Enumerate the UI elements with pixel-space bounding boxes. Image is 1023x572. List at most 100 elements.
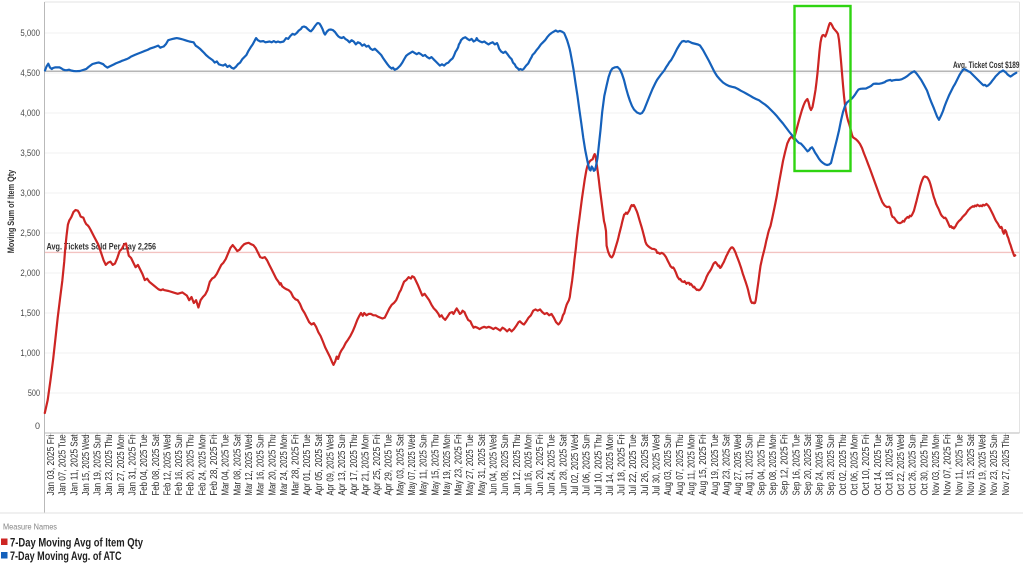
svg-text:Aug 19, 2025 Tue: Aug 19, 2025 Tue <box>710 434 721 495</box>
svg-text:Mar 04, 2025 Tue: Mar 04, 2025 Tue <box>221 434 232 495</box>
svg-text:Apr 01, 2025 Tue: Apr 01, 2025 Tue <box>302 434 313 495</box>
svg-text:Jun 24, 2025 Tue: Jun 24, 2025 Tue <box>547 434 558 495</box>
svg-text:Oct 18, 2025 Sat: Oct 18, 2025 Sat <box>884 434 895 495</box>
svg-text:Measure Names: Measure Names <box>3 522 57 532</box>
svg-text:3,000: 3,000 <box>20 188 40 198</box>
svg-text:2,500: 2,500 <box>20 228 40 238</box>
svg-text:Aug 15, 2025 Fri: Aug 15, 2025 Fri <box>698 435 709 496</box>
svg-text:4,500: 4,500 <box>20 68 40 78</box>
svg-text:Jan 19, 2025 Sun: Jan 19, 2025 Sun <box>93 435 104 496</box>
svg-text:Jul 26, 2025 Sat: Jul 26, 2025 Sat <box>640 434 651 495</box>
svg-text:Jun 04, 2025 Wed: Jun 04, 2025 Wed <box>489 435 500 496</box>
svg-text:Jan 07, 2025 Tue: Jan 07, 2025 Tue <box>58 434 69 495</box>
svg-text:May 07, 2025 Wed: May 07, 2025 Wed <box>407 435 418 496</box>
svg-text:Mar 28, 2025 Fri: Mar 28, 2025 Fri <box>291 435 302 496</box>
svg-text:Mar 08, 2025 Sat: Mar 08, 2025 Sat <box>232 434 243 495</box>
svg-text:Moving Sum of Item Qty: Moving Sum of Item Qty <box>6 170 16 254</box>
svg-text:Aug 11, 2025 Mon: Aug 11, 2025 Mon <box>687 435 698 496</box>
svg-text:Nov 03, 2025 Mon: Nov 03, 2025 Mon <box>931 435 942 496</box>
svg-text:Aug 07, 2025 Thu: Aug 07, 2025 Thu <box>675 435 686 496</box>
svg-text:Nov 07, 2025 Fri: Nov 07, 2025 Fri <box>943 435 954 496</box>
svg-text:500: 500 <box>28 388 40 398</box>
svg-text:Nov 15, 2025 Sat: Nov 15, 2025 Sat <box>966 434 977 495</box>
svg-text:Oct 06, 2025 Mon: Oct 06, 2025 Mon <box>850 435 861 496</box>
svg-text:Mar 24, 2025 Mon: Mar 24, 2025 Mon <box>279 435 290 496</box>
svg-text:Jul 10, 2025 Thu: Jul 10, 2025 Thu <box>593 435 604 496</box>
svg-text:Sep 16, 2025 Tue: Sep 16, 2025 Tue <box>791 434 802 495</box>
svg-text:Jan 31, 2025 Fri: Jan 31, 2025 Fri <box>128 435 139 496</box>
svg-text:Feb 04, 2025 Tue: Feb 04, 2025 Tue <box>139 434 150 495</box>
svg-text:Oct 02, 2025 Thu: Oct 02, 2025 Thu <box>838 435 849 496</box>
svg-text:May 23, 2025 Fri: May 23, 2025 Fri <box>454 434 465 495</box>
svg-text:Jun 28, 2025 Sat: Jun 28, 2025 Sat <box>558 434 569 495</box>
svg-text:May 15, 2025 Thu: May 15, 2025 Thu <box>430 435 441 496</box>
svg-text:Sep 20, 2025 Sat: Sep 20, 2025 Sat <box>803 434 814 495</box>
svg-text:Feb 12, 2025 Wed: Feb 12, 2025 Wed <box>162 435 173 496</box>
svg-text:Jan 11, 2025 Sat: Jan 11, 2025 Sat <box>69 434 80 495</box>
svg-text:Jan 15, 2025 Wed: Jan 15, 2025 Wed <box>81 435 92 496</box>
svg-text:Oct 22, 2025 Wed: Oct 22, 2025 Wed <box>896 435 907 496</box>
svg-text:Aug 03, 2025 Sun: Aug 03, 2025 Sun <box>663 435 674 496</box>
svg-text:Aug 31, 2025 Sun: Aug 31, 2025 Sun <box>745 435 756 496</box>
svg-text:Jun 16, 2025 Mon: Jun 16, 2025 Mon <box>523 435 534 496</box>
svg-text:Feb 20, 2025 Thu: Feb 20, 2025 Thu <box>186 435 197 496</box>
svg-text:3,500: 3,500 <box>20 148 40 158</box>
svg-text:Nov 23, 2025 Sun: Nov 23, 2025 Sun <box>989 434 1000 495</box>
svg-text:4,000: 4,000 <box>20 108 40 118</box>
svg-text:Sep 28, 2025 Sun: Sep 28, 2025 Sun <box>826 435 837 496</box>
svg-text:Jul 14, 2025 Mon: Jul 14, 2025 Mon <box>605 435 616 496</box>
svg-text:Feb 24, 2025 Mon: Feb 24, 2025 Mon <box>197 435 208 496</box>
svg-text:Apr 21, 2025 Mon: Apr 21, 2025 Mon <box>360 435 371 496</box>
svg-text:Jul 30, 2025 Wed: Jul 30, 2025 Wed <box>652 435 663 496</box>
svg-text:Apr 25, 2025 Fri: Apr 25, 2025 Fri <box>372 435 383 496</box>
svg-text:Jun 20, 2025 Fri: Jun 20, 2025 Fri <box>535 435 546 496</box>
svg-text:Oct 14, 2025 Tue: Oct 14, 2025 Tue <box>873 434 884 495</box>
svg-text:1,500: 1,500 <box>20 308 40 318</box>
svg-text:5,000: 5,000 <box>20 28 40 38</box>
svg-text:Jul 22, 2025 Tue: Jul 22, 2025 Tue <box>628 434 639 495</box>
svg-text:Sep 08, 2025 Mon: Sep 08, 2025 Mon <box>768 435 779 496</box>
svg-text:Nov 11, 2025 Tue: Nov 11, 2025 Tue <box>954 434 965 495</box>
svg-text:7-Day Moving Avg of Item Qty: 7-Day Moving Avg of Item Qty <box>10 538 143 550</box>
svg-text:Sep 04, 2025 Thu: Sep 04, 2025 Thu <box>756 435 767 496</box>
svg-text:Nov 19, 2025 Wed: Nov 19, 2025 Wed <box>978 435 989 496</box>
svg-text:Mar 12, 2025 Wed: Mar 12, 2025 Wed <box>244 435 255 496</box>
svg-text:Sep 12, 2025 Fri: Sep 12, 2025 Fri <box>780 435 791 496</box>
svg-text:Nov 27, 2025 Thu: Nov 27, 2025 Thu <box>1001 435 1012 496</box>
svg-text:Avg. Tickets Sold Per Day 2,25: Avg. Tickets Sold Per Day 2,256 <box>47 242 157 252</box>
svg-text:Mar 20, 2025 Thu: Mar 20, 2025 Thu <box>267 435 278 496</box>
svg-text:May 27, 2025 Tue: May 27, 2025 Tue <box>465 434 476 495</box>
svg-text:Apr 09, 2025 Wed: Apr 09, 2025 Wed <box>326 435 337 496</box>
svg-text:Aug 27, 2025 Wed: Aug 27, 2025 Wed <box>733 435 744 496</box>
svg-text:Mar 16, 2025 Sun: Mar 16, 2025 Sun <box>256 435 267 496</box>
svg-text:Jul 06, 2025 Sun: Jul 06, 2025 Sun <box>582 435 593 496</box>
svg-text:May 31, 2025 Sat: May 31, 2025 Sat <box>477 434 488 495</box>
svg-text:0: 0 <box>35 421 40 431</box>
svg-text:Apr 29, 2025 Tue: Apr 29, 2025 Tue <box>384 434 395 495</box>
svg-text:Jul 18, 2025 Fri: Jul 18, 2025 Fri <box>617 435 628 496</box>
svg-text:Aug 23, 2025 Sat: Aug 23, 2025 Sat <box>721 434 732 495</box>
svg-text:Oct 26, 2025 Sun: Oct 26, 2025 Sun <box>908 435 919 496</box>
svg-text:Jul 02, 2025 Wed: Jul 02, 2025 Wed <box>570 435 581 496</box>
svg-text:Sep 24, 2025 Wed: Sep 24, 2025 Wed <box>815 435 826 496</box>
svg-text:Jan 03, 2025 Fri: Jan 03, 2025 Fri <box>46 435 57 496</box>
svg-text:7-Day Moving Avg. of ATC: 7-Day Moving Avg. of ATC <box>10 551 122 563</box>
svg-text:Oct 30, 2025 Thu: Oct 30, 2025 Thu <box>919 435 930 496</box>
svg-text:Avg. Ticket Cost $189: Avg. Ticket Cost $189 <box>953 60 1020 70</box>
svg-text:1,000: 1,000 <box>20 348 40 358</box>
svg-text:Feb 08, 2025 Sat: Feb 08, 2025 Sat <box>151 434 162 495</box>
svg-text:Feb 16, 2025 Sun: Feb 16, 2025 Sun <box>174 435 185 496</box>
svg-text:Jan 27, 2025 Mon: Jan 27, 2025 Mon <box>116 435 127 496</box>
svg-text:Jan 23, 2025 Thu: Jan 23, 2025 Thu <box>104 435 115 496</box>
svg-text:Apr 17, 2025 Thu: Apr 17, 2025 Thu <box>349 435 360 496</box>
svg-text:May 19, 2025 Mon: May 19, 2025 Mon <box>442 435 453 496</box>
svg-text:Jun 12, 2025 Thu: Jun 12, 2025 Thu <box>512 435 523 496</box>
svg-text:Apr 13, 2025 Sun: Apr 13, 2025 Sun <box>337 435 348 496</box>
svg-text:Feb 28, 2025 Fri: Feb 28, 2025 Fri <box>209 435 220 496</box>
svg-text:2,000: 2,000 <box>20 268 40 278</box>
svg-text:Jun 08, 2025 Sun: Jun 08, 2025 Sun <box>500 435 511 496</box>
svg-text:Oct 10, 2025 Fri: Oct 10, 2025 Fri <box>861 435 872 496</box>
svg-text:May 11, 2025 Sun: May 11, 2025 Sun <box>419 435 430 496</box>
svg-text:Apr 05, 2025 Sat: Apr 05, 2025 Sat <box>314 434 325 495</box>
svg-text:May 03, 2025 Sat: May 03, 2025 Sat <box>395 434 406 495</box>
